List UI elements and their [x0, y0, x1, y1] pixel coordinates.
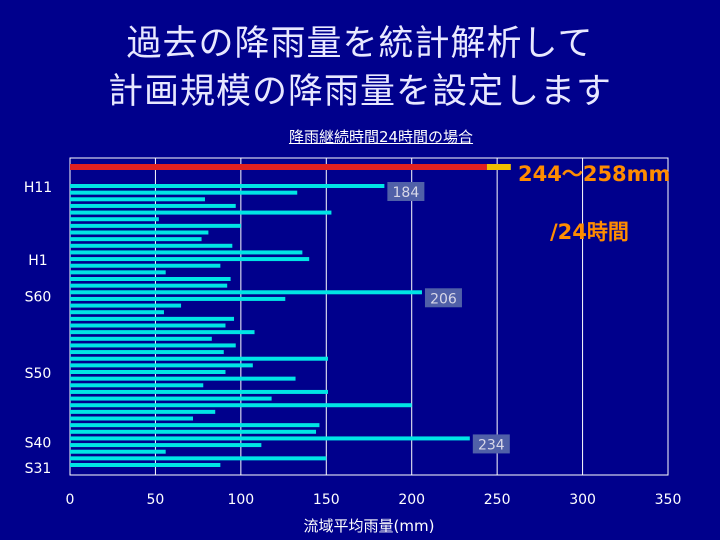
bar — [70, 463, 221, 467]
x-tick-label: 250 — [484, 492, 511, 508]
bar — [70, 323, 226, 328]
bar — [70, 296, 286, 301]
plan-line — [70, 164, 487, 170]
bar — [70, 423, 320, 428]
bar — [70, 376, 296, 381]
bar — [70, 277, 231, 281]
data-label-box — [472, 434, 510, 454]
plan-range-duration: /24時間 — [550, 220, 629, 244]
bar — [70, 257, 310, 262]
bar — [70, 190, 298, 195]
bar — [70, 409, 216, 414]
chart-subtitle: 降雨継続時間24時間の場合 — [288, 128, 474, 146]
plan-range-segment — [486, 164, 511, 170]
bar — [70, 283, 228, 288]
x-tick-label: 0 — [66, 492, 75, 508]
bar — [70, 197, 205, 202]
bar — [70, 217, 159, 222]
data-label-box — [387, 182, 425, 201]
bar — [70, 403, 412, 408]
x-axis-label: 流域平均雨量(mm) — [304, 517, 435, 535]
bar — [70, 210, 332, 215]
x-tick-labels: 0 50 100 150 200 250 300 350 — [66, 492, 682, 508]
bar — [70, 270, 166, 275]
y-tick-label: H11 — [24, 180, 52, 196]
bar — [70, 363, 253, 368]
plan-range-label: 244～258mm — [518, 162, 670, 186]
bar — [70, 416, 194, 421]
x-tick-label: 50 — [147, 492, 165, 508]
bar — [70, 290, 422, 295]
bar — [70, 396, 272, 401]
x-tick-label: 100 — [227, 492, 254, 508]
bar — [70, 303, 182, 308]
data-label-box — [424, 288, 462, 308]
bar — [70, 223, 241, 228]
bar — [70, 230, 209, 235]
x-tick-label: 200 — [398, 492, 425, 508]
x-tick-label: 300 — [569, 492, 596, 508]
bar — [70, 343, 236, 348]
bar — [70, 250, 303, 255]
data-label: 184 — [393, 185, 420, 201]
bar — [70, 429, 317, 434]
x-tick-label: 150 — [313, 492, 340, 508]
y-tick-label: S60 — [25, 290, 52, 306]
data-label: 206 — [430, 291, 457, 307]
y-tick-label: S31 — [25, 461, 52, 477]
bar — [70, 443, 262, 448]
bar — [70, 383, 204, 388]
plan-range-group: 244～258mm/24時間 — [70, 162, 670, 244]
bar — [70, 436, 470, 441]
bar — [70, 203, 236, 208]
bar — [70, 316, 235, 321]
bar — [70, 310, 164, 315]
bar — [70, 237, 202, 242]
bar — [70, 243, 233, 248]
y-tick-labels: H11 H1 S60 S50 S40 S31 — [24, 180, 52, 477]
title-line-2: 計画規模の降雨量を設定します — [107, 72, 612, 112]
bar — [70, 336, 212, 341]
bar — [70, 389, 328, 394]
bars — [70, 184, 470, 467]
bar — [70, 456, 327, 461]
data-labels: 184 206 234 — [387, 182, 510, 454]
data-label: 234 — [478, 437, 505, 453]
y-tick-label: H1 — [28, 253, 47, 269]
x-tick-label: 350 — [655, 492, 682, 508]
bar — [70, 330, 255, 335]
bar — [70, 356, 328, 361]
y-tick-label: S50 — [25, 366, 52, 382]
plot-area — [69, 157, 669, 476]
y-tick-label: S40 — [25, 435, 52, 451]
title-line-1: 過去の降雨量を統計解析して — [126, 24, 594, 64]
bar — [70, 184, 385, 188]
bar — [70, 263, 221, 268]
bar — [70, 370, 226, 374]
bar — [70, 350, 224, 355]
bar — [70, 449, 166, 454]
